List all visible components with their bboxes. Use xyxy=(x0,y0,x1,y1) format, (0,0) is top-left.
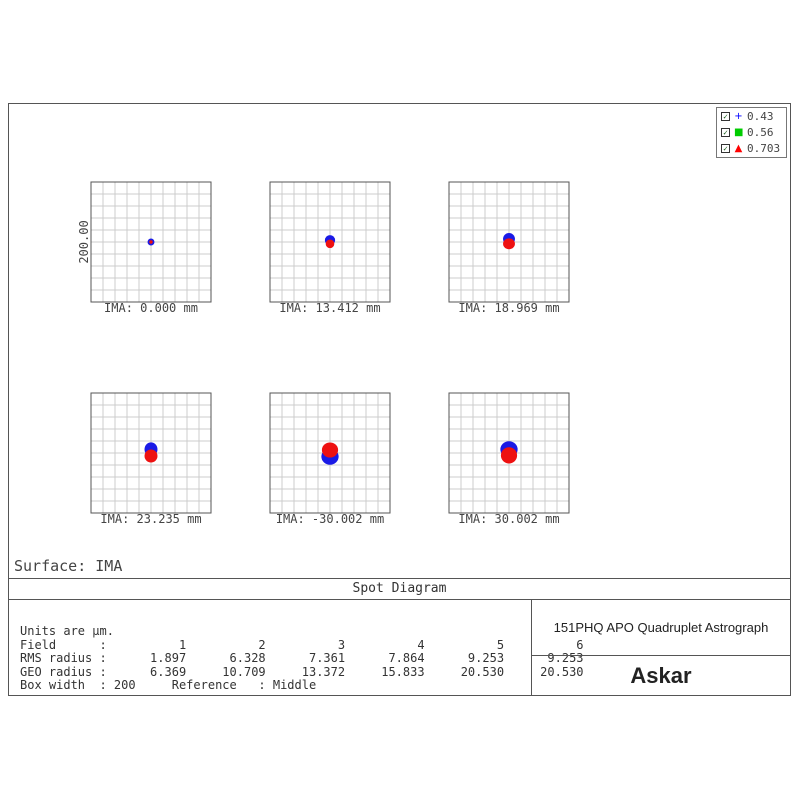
lens-name: 151PHQ APO Quadruplet Astrograph xyxy=(553,620,769,635)
brand-divider xyxy=(531,655,791,656)
spot-box-border xyxy=(90,392,212,514)
triangle-marker-icon: ▲ xyxy=(734,142,743,154)
plus-marker-icon: + xyxy=(734,110,743,122)
legend-label: 0.56 xyxy=(747,125,774,139)
spot-box-border xyxy=(269,392,391,514)
legend-label: 0.43 xyxy=(747,109,774,123)
info-panel: Units are µm. Field : 1 2 3 4 5 6 RMS radi… xyxy=(20,624,584,693)
geo-row: GEO radius : 6.369 10.709 13.372 15.833 … xyxy=(20,664,584,679)
checkbox-checked-icon[interactable]: ✓ xyxy=(721,143,730,153)
spot-0703 xyxy=(321,442,339,458)
spot-box-5: IMA: -30.002 mm xyxy=(269,392,391,526)
spot-0703 xyxy=(325,239,335,249)
field-label: IMA: 0.000 mm xyxy=(104,301,198,315)
square-marker-icon: ■ xyxy=(734,126,744,138)
legend-label: 0.703 xyxy=(747,141,781,155)
box-width-row: Box width : 200 Reference : Middle xyxy=(20,678,317,693)
field-label: IMA: 13.412 mm xyxy=(279,301,380,315)
field-label: IMA: 30.002 mm xyxy=(458,512,559,526)
checkbox-checked-icon[interactable]: ✓ xyxy=(721,111,730,121)
spot-0703 xyxy=(149,240,153,244)
surface-label: Surface: IMA xyxy=(14,557,123,575)
spot-box-4: IMA: 23.235 mm xyxy=(90,392,212,526)
spot-box-1: IMA: 0.000 mm xyxy=(90,181,212,315)
legend: ✓ + 0.43 ✓ ■ 0.56 ✓ ▲ 0.703 xyxy=(716,107,787,158)
spot-box-border xyxy=(448,181,570,303)
legend-item-0[interactable]: ✓ + 0.43 xyxy=(717,108,786,124)
field-row: Field : 1 2 3 4 5 6 xyxy=(20,637,584,652)
spot-box-2: IMA: 13.412 mm xyxy=(269,181,391,315)
spot-0703 xyxy=(500,447,518,464)
rms-row: RMS radius : 1.897 6.328 7.361 7.864 9.2… xyxy=(20,651,584,666)
chart-title: Spot Diagram xyxy=(8,578,791,600)
field-label: IMA: 23.235 mm xyxy=(100,512,201,526)
spot-box-6: IMA: 30.002 mm xyxy=(448,392,570,526)
spot-diagram-frame xyxy=(8,103,791,696)
legend-item-1[interactable]: ✓ ■ 0.56 xyxy=(717,124,786,140)
spot-0703 xyxy=(144,449,158,463)
field-label: IMA: -30.002 mm xyxy=(276,512,384,526)
legend-item-2[interactable]: ✓ ▲ 0.703 xyxy=(717,140,786,156)
brand-logo: Askar xyxy=(630,663,692,688)
units-text: Units are µm. xyxy=(20,624,114,638)
scale-label: 200.00 xyxy=(77,220,91,263)
spot-0703 xyxy=(503,238,515,250)
info-divider xyxy=(531,600,532,696)
spot-box-3: IMA: 18.969 mm xyxy=(448,181,570,315)
spot-box-border xyxy=(448,392,570,514)
spot-box-border xyxy=(269,181,391,303)
field-label: IMA: 18.969 mm xyxy=(458,301,559,315)
checkbox-checked-icon[interactable]: ✓ xyxy=(721,127,730,137)
spot-box-border xyxy=(90,181,212,303)
